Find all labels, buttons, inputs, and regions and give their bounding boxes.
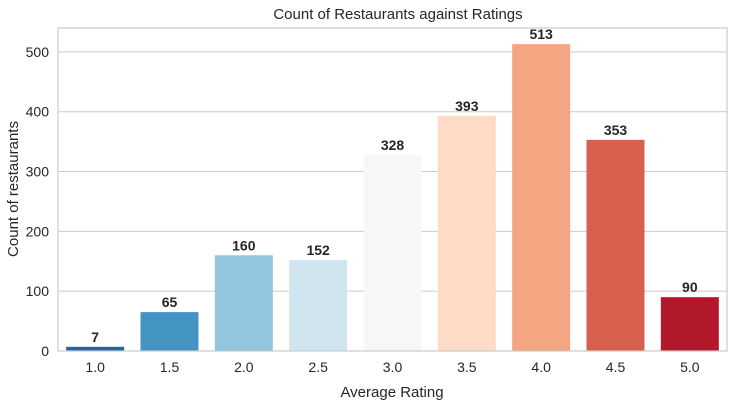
bar-3.0 <box>363 154 422 351</box>
data-label-2.0: 160 <box>232 237 256 253</box>
data-label-4.5: 353 <box>604 122 628 138</box>
data-label-3.5: 393 <box>455 98 479 114</box>
x-tick-label-1.5: 1.5 <box>160 359 180 375</box>
plot-frame <box>57 27 728 352</box>
data-label-1.0: 7 <box>91 329 99 345</box>
bar-2.5 <box>289 260 348 351</box>
x-tick-labels: 1.0 1.5 2.0 2.5 3.0 3.5 4.0 4.5 5.0 <box>85 359 699 375</box>
x-tick-label-2.0: 2.0 <box>234 359 254 375</box>
x-tick-label-3.0: 3.0 <box>383 359 403 375</box>
bar-4.5 <box>586 139 645 351</box>
bars <box>66 44 719 352</box>
data-labels: 7 65 160 152 328 393 513 353 90 <box>91 26 698 345</box>
data-label-2.5: 152 <box>306 242 330 258</box>
data-label-3.0: 328 <box>381 137 405 153</box>
bar-4.0 <box>512 44 571 352</box>
data-label-5.0: 90 <box>682 279 698 295</box>
bar-5.0 <box>660 297 719 351</box>
y-tick-labels: 0 100 200 300 400 500 <box>26 44 50 359</box>
x-tick-label-3.5: 3.5 <box>457 359 477 375</box>
x-tick-label-4.5: 4.5 <box>606 359 626 375</box>
y-tick-label: 200 <box>26 223 50 239</box>
bar-1.5 <box>140 312 199 351</box>
y-axis-label: Count of restaurants <box>5 121 22 257</box>
x-tick-label-4.0: 4.0 <box>531 359 551 375</box>
x-tick-label-5.0: 5.0 <box>680 359 700 375</box>
bar-1.0 <box>66 346 125 351</box>
x-tick-label-2.5: 2.5 <box>308 359 328 375</box>
y-tick-label: 300 <box>26 164 50 180</box>
y-tick-label: 100 <box>26 283 50 299</box>
bar-3.5 <box>437 115 496 351</box>
data-label-1.5: 65 <box>162 294 178 310</box>
y-tick-label: 400 <box>26 104 50 120</box>
y-tick-label: 0 <box>41 343 49 359</box>
chart-title: Count of Restaurants against Ratings <box>273 6 522 23</box>
bar-2.0 <box>214 255 273 351</box>
x-tick-label-1.0: 1.0 <box>85 359 105 375</box>
data-label-4.0: 513 <box>529 26 553 42</box>
x-axis-label: Average Rating <box>340 384 443 401</box>
y-tick-label: 500 <box>26 44 50 60</box>
